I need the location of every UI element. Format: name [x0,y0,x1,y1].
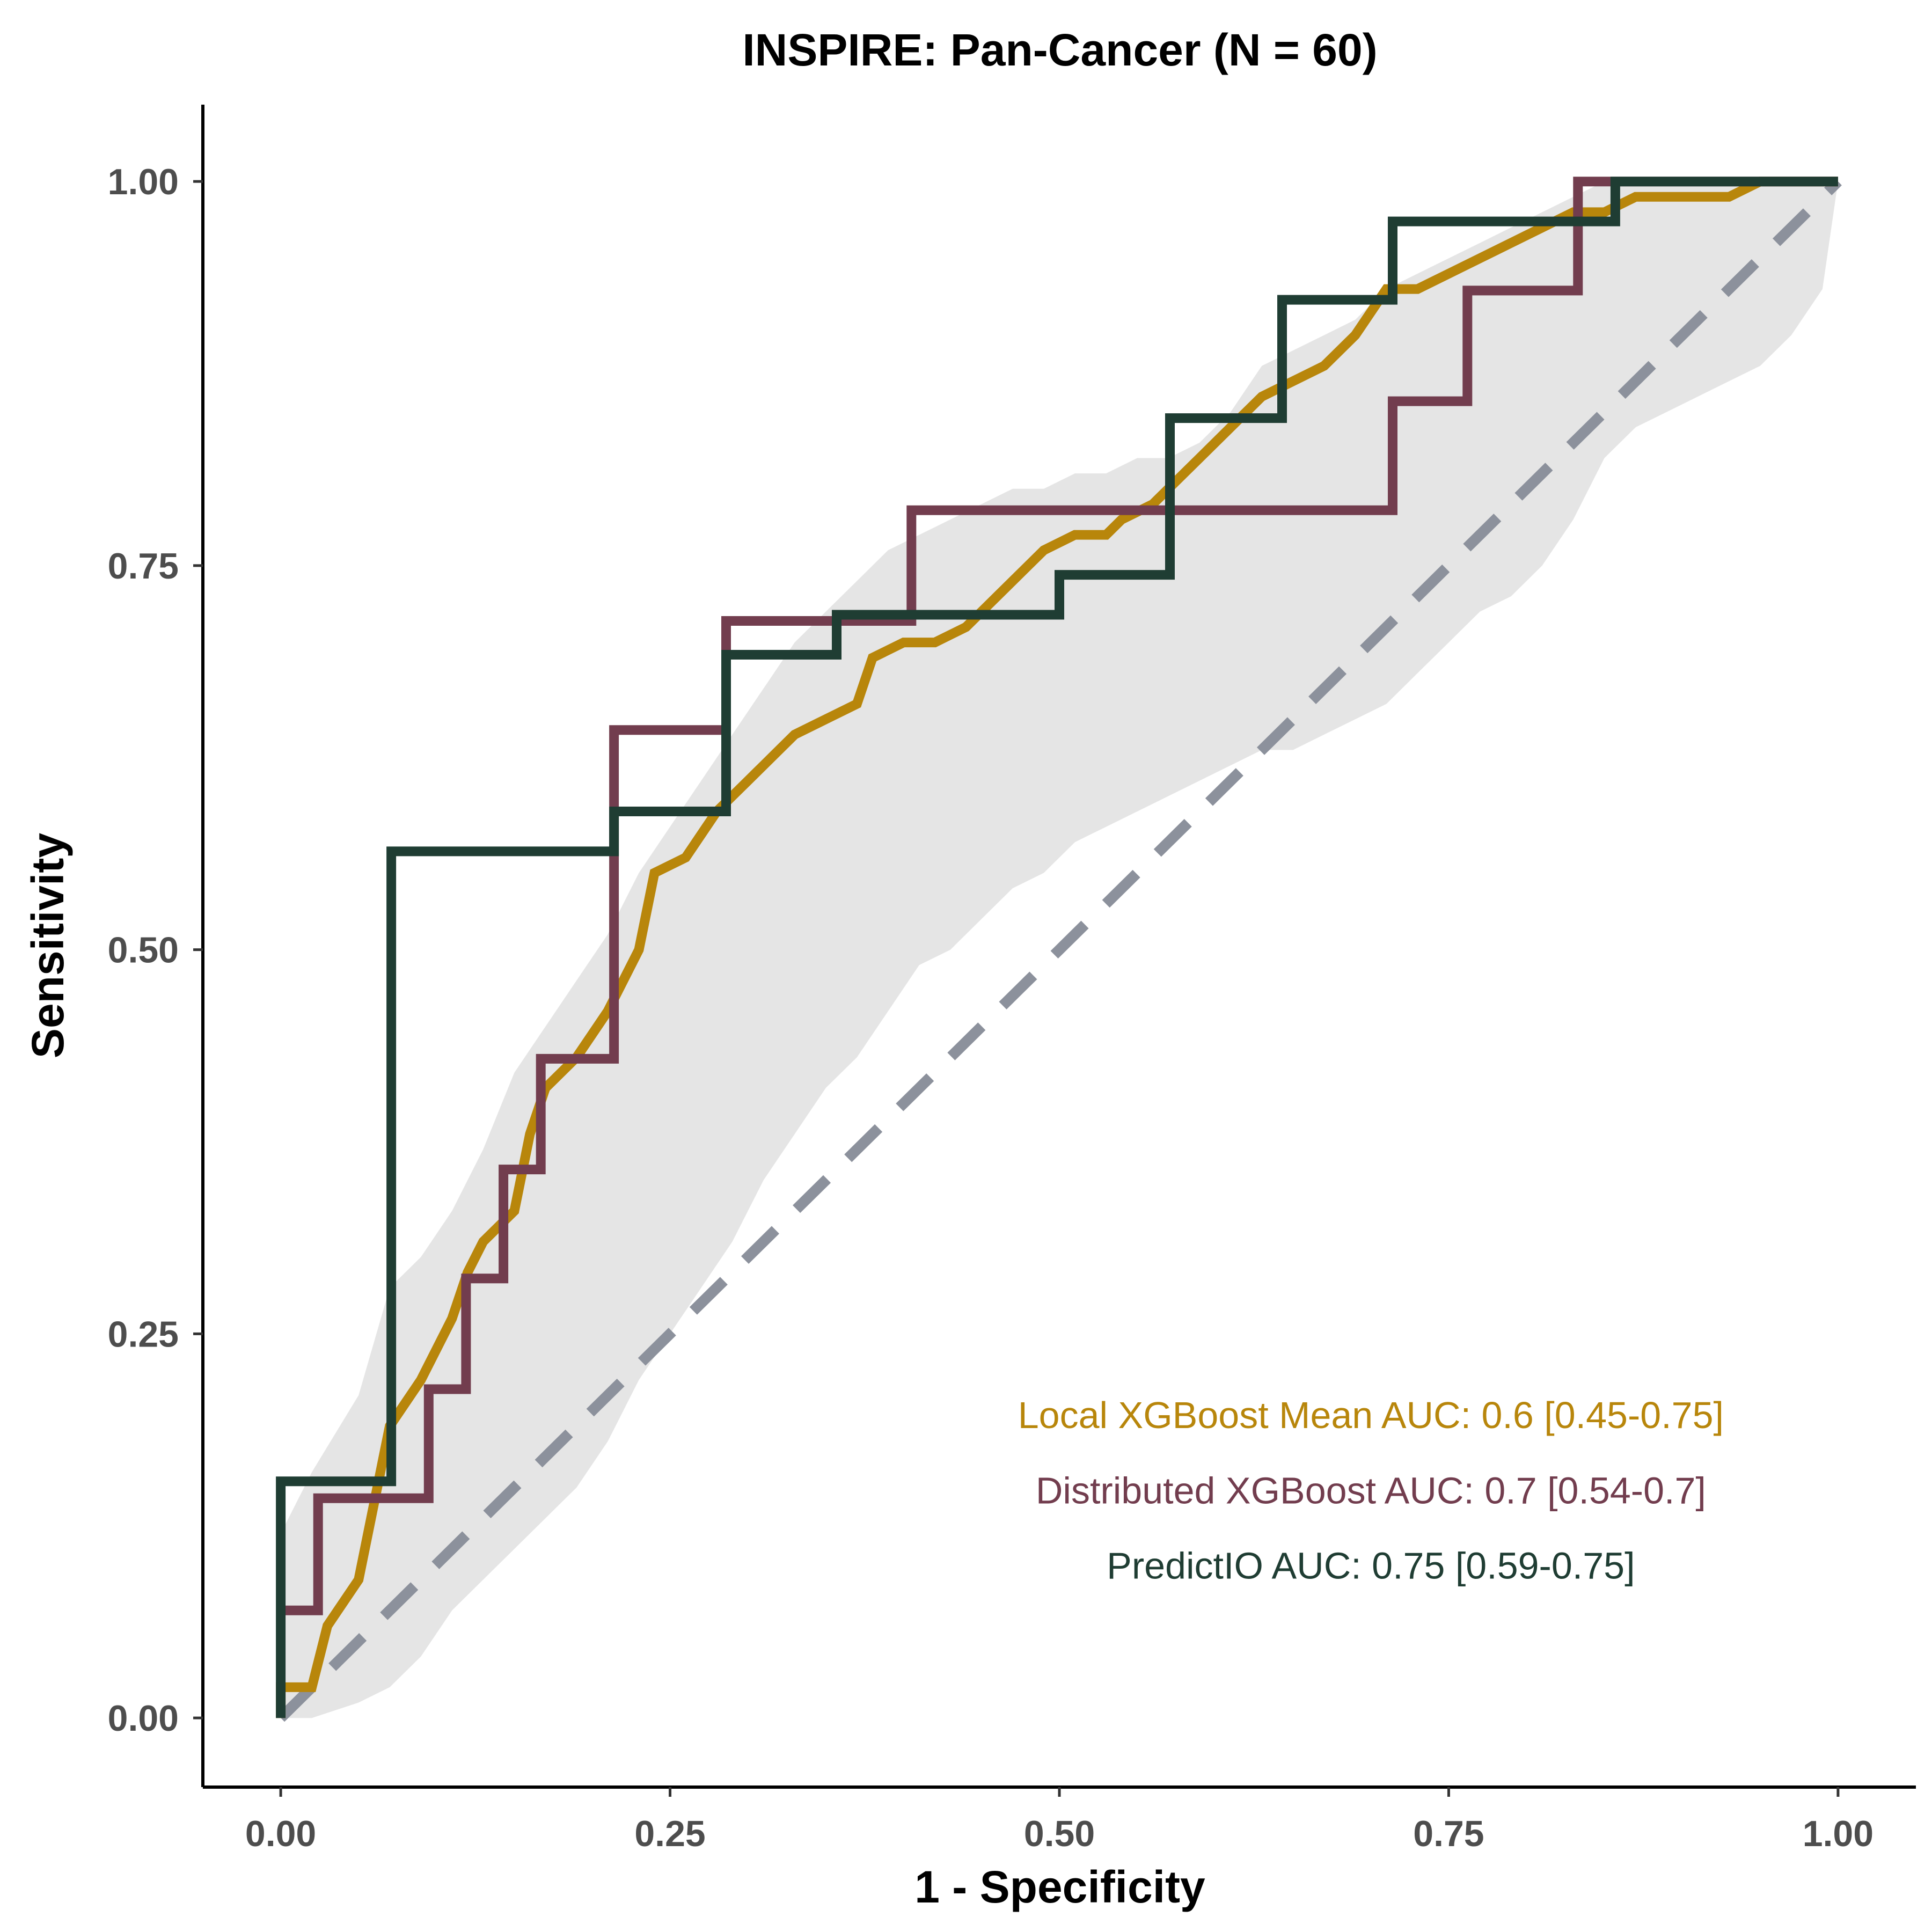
confidence-band [281,181,1838,1718]
y-tick-label: 1.00 [108,162,179,202]
x-axis-label: 1 - Specificity [914,1862,1205,1912]
y-axis-label: Sensitivity [23,833,73,1058]
x-tick-label: 0.75 [1413,1813,1484,1854]
series-line-distributed-xgboost [281,177,1838,1615]
diagonal-reference-line [277,178,1842,1722]
x-tick-label: 1.00 [1803,1813,1874,1854]
annotation-predictio: PredictIO AUC: 0.75 [0.59-0.75] [1107,1545,1635,1587]
series-line-predictio [276,177,1838,1718]
x-axis-ticks: 0.00 0.25 0.50 0.75 1.00 [245,1787,1874,1854]
plot-area [276,177,1842,1722]
x-tick-label: 0.25 [634,1813,705,1854]
y-tick-label: 0.75 [108,546,179,587]
x-tick-label: 0.50 [1024,1813,1095,1854]
annotation-local-xgboost: Local XGBoost Mean AUC: 0.6 [0.45-0.75] [1018,1394,1724,1436]
y-tick-label: 0.25 [108,1314,179,1355]
chart-title: INSPIRE: Pan-Cancer (N = 60) [742,25,1377,75]
y-tick-label: 0.50 [108,930,179,971]
auc-annotations: Local XGBoost Mean AUC: 0.6 [0.45-0.75] … [1018,1394,1724,1587]
y-tick-label: 0.00 [108,1698,179,1739]
y-axis-ticks: 0.00 0.25 0.50 0.75 1.00 [108,162,203,1739]
annotation-distributed-xgboost: Distributed XGBoost AUC: 0.7 [0.54-0.7] [1036,1469,1706,1511]
x-tick-label: 0.00 [245,1813,316,1854]
